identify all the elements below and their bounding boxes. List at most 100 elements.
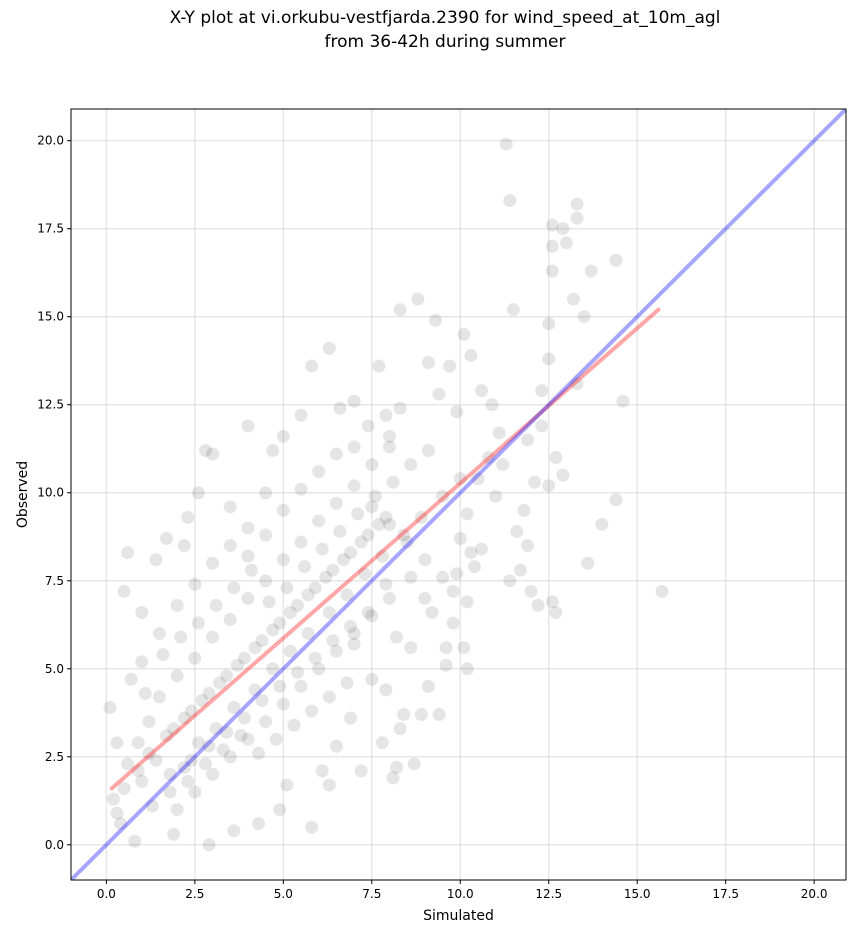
scatter-point — [382, 517, 396, 531]
scatter-point — [528, 475, 542, 489]
scatter-point — [506, 303, 520, 317]
scatter-point — [248, 641, 262, 655]
scatter-point — [397, 528, 411, 542]
scatter-point — [241, 549, 255, 563]
scatter-point — [305, 704, 319, 718]
y-axis-label: Observed — [15, 461, 31, 528]
scatter-point — [545, 264, 559, 278]
scatter-point — [117, 584, 131, 598]
scatter-point — [404, 458, 418, 472]
scatter-point — [145, 799, 159, 813]
scatter-point — [184, 753, 198, 767]
scatter-point — [294, 535, 308, 549]
scatter-point — [432, 708, 446, 722]
scatter-point — [457, 327, 471, 341]
scatter-point — [400, 535, 414, 549]
scatter-point — [436, 570, 450, 584]
scatter-point — [379, 510, 393, 524]
scatter-point — [276, 553, 290, 567]
scatter-point — [142, 746, 156, 760]
scatter-point — [135, 605, 149, 619]
scatter-point — [397, 708, 411, 722]
scatter-point — [276, 503, 290, 517]
scatter-point — [372, 359, 386, 373]
scatter-point — [142, 715, 156, 729]
scatter-point — [167, 827, 181, 841]
scatter-point — [326, 634, 340, 648]
scatter-point — [570, 377, 584, 391]
scatter-point — [227, 824, 241, 838]
scatter-point — [170, 669, 184, 683]
scatter-point — [517, 503, 531, 517]
x-tick-label: 15.0 — [624, 887, 651, 901]
scatter-point — [262, 595, 276, 609]
scatter-point — [499, 137, 513, 151]
scatter-point — [354, 764, 368, 778]
scatter-point — [273, 679, 287, 693]
scatter-point — [570, 211, 584, 225]
scatter-point — [404, 641, 418, 655]
scatter-point — [535, 419, 549, 433]
scatter-point — [223, 750, 237, 764]
scatter-point — [542, 352, 556, 366]
scatter-point — [390, 630, 404, 644]
scatter-point — [322, 341, 336, 355]
scatter-point — [149, 553, 163, 567]
scatter-point — [103, 700, 117, 714]
scatter-point — [375, 549, 389, 563]
scatter-point — [545, 239, 559, 253]
scatter-point — [276, 697, 290, 711]
scatter-point — [188, 785, 202, 799]
scatter-point — [450, 567, 464, 581]
scatter-point — [609, 493, 623, 507]
scatter-point — [255, 634, 269, 648]
scatter-point — [315, 542, 329, 556]
scatter-point — [191, 486, 205, 500]
scatter-point — [510, 524, 524, 538]
chart-title-line-2: from 36-42h during summer — [324, 32, 566, 52]
scatter-points — [103, 137, 669, 852]
scatter-point — [521, 433, 535, 447]
scatter-point — [135, 655, 149, 669]
scatter-point — [347, 394, 361, 408]
regression-line — [109, 307, 661, 791]
scatter-point — [198, 443, 212, 457]
chart-title-line-1: X-Y plot at vi.orkubu-vestfjarda.2390 fo… — [169, 8, 721, 28]
scatter-point — [174, 630, 188, 644]
scatter-point — [382, 429, 396, 443]
x-axis-label: Simulated — [423, 908, 494, 924]
scatter-point — [421, 355, 435, 369]
scatter-point — [255, 693, 269, 707]
scatter-point — [542, 479, 556, 493]
scatter-point — [545, 218, 559, 232]
x-tick-label: 12.5 — [535, 887, 562, 901]
scatter-point — [496, 458, 510, 472]
scatter-point — [347, 637, 361, 651]
scatter-point — [241, 591, 255, 605]
scatter-point — [418, 553, 432, 567]
scatter-point — [220, 669, 234, 683]
scatter-point — [467, 560, 481, 574]
scatter-point — [584, 264, 598, 278]
scatter-point — [460, 507, 474, 521]
scatter-point — [379, 408, 393, 422]
scatter-point — [382, 440, 396, 454]
scatter-point — [567, 292, 581, 306]
scatter-point — [315, 764, 329, 778]
scatter-point — [252, 817, 266, 831]
scatter-point — [237, 711, 251, 725]
scatter-point — [457, 641, 471, 655]
scatter-point — [290, 665, 304, 679]
scatter-point — [322, 605, 336, 619]
scatter-point — [329, 739, 343, 753]
scatter-point — [294, 408, 308, 422]
scatter-point — [485, 398, 499, 412]
scatter-point — [365, 672, 379, 686]
scatter-point — [375, 736, 389, 750]
scatter-point — [432, 387, 446, 401]
scatter-point — [117, 781, 131, 795]
scatter-point — [443, 359, 457, 373]
y-tick-label: 12.5 — [37, 398, 64, 412]
scatter-point — [556, 468, 570, 482]
